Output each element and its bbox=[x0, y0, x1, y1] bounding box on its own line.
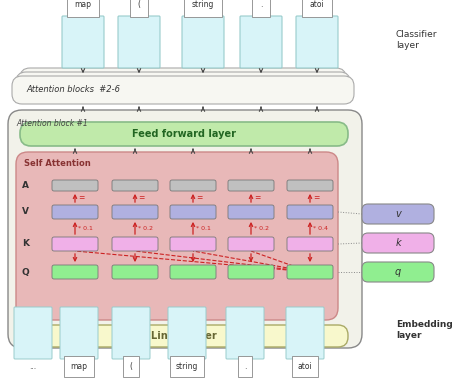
FancyBboxPatch shape bbox=[226, 307, 264, 359]
Text: * 0.2: * 0.2 bbox=[254, 225, 269, 230]
Text: Self Attention: Self Attention bbox=[24, 160, 91, 168]
Text: atoi: atoi bbox=[310, 0, 324, 9]
FancyBboxPatch shape bbox=[16, 72, 350, 100]
Text: map: map bbox=[71, 362, 88, 371]
Text: map: map bbox=[74, 0, 91, 9]
FancyBboxPatch shape bbox=[287, 180, 333, 191]
FancyBboxPatch shape bbox=[112, 180, 158, 191]
FancyBboxPatch shape bbox=[228, 265, 274, 279]
Text: v: v bbox=[395, 209, 401, 219]
Text: Embedding
layer: Embedding layer bbox=[396, 320, 453, 340]
FancyBboxPatch shape bbox=[20, 325, 348, 347]
FancyBboxPatch shape bbox=[62, 16, 104, 68]
FancyBboxPatch shape bbox=[16, 152, 338, 320]
FancyBboxPatch shape bbox=[20, 122, 348, 146]
Text: atoi: atoi bbox=[298, 362, 312, 371]
FancyBboxPatch shape bbox=[60, 307, 98, 359]
Text: k: k bbox=[395, 238, 401, 248]
Text: * 0.2: * 0.2 bbox=[138, 225, 153, 230]
FancyBboxPatch shape bbox=[112, 237, 158, 251]
Text: string: string bbox=[176, 362, 198, 371]
Text: (: ( bbox=[129, 362, 133, 371]
FancyBboxPatch shape bbox=[240, 16, 282, 68]
FancyBboxPatch shape bbox=[8, 110, 362, 348]
Text: ...: ... bbox=[29, 362, 36, 371]
FancyBboxPatch shape bbox=[287, 237, 333, 251]
Text: string: string bbox=[192, 0, 214, 9]
Text: V: V bbox=[22, 207, 29, 216]
Text: Q: Q bbox=[22, 268, 30, 277]
Text: .: . bbox=[244, 362, 246, 371]
Text: =: = bbox=[138, 193, 145, 202]
FancyBboxPatch shape bbox=[287, 205, 333, 219]
Text: (: ( bbox=[137, 0, 140, 9]
FancyBboxPatch shape bbox=[52, 237, 98, 251]
Text: =: = bbox=[313, 193, 319, 202]
FancyBboxPatch shape bbox=[170, 265, 216, 279]
FancyBboxPatch shape bbox=[12, 76, 354, 104]
FancyBboxPatch shape bbox=[287, 265, 333, 279]
FancyBboxPatch shape bbox=[228, 237, 274, 251]
FancyBboxPatch shape bbox=[362, 233, 434, 253]
Text: A: A bbox=[22, 181, 29, 190]
FancyBboxPatch shape bbox=[14, 307, 52, 359]
FancyBboxPatch shape bbox=[296, 16, 338, 68]
Text: Attention blocks  #2-6: Attention blocks #2-6 bbox=[26, 85, 120, 94]
FancyBboxPatch shape bbox=[52, 205, 98, 219]
Text: * 0.1: * 0.1 bbox=[196, 225, 211, 230]
Text: * 0.4: * 0.4 bbox=[313, 225, 328, 230]
Text: Feed forward layer: Feed forward layer bbox=[132, 129, 236, 139]
FancyBboxPatch shape bbox=[52, 180, 98, 191]
FancyBboxPatch shape bbox=[286, 307, 324, 359]
FancyBboxPatch shape bbox=[168, 307, 206, 359]
Text: =: = bbox=[196, 193, 202, 202]
FancyBboxPatch shape bbox=[170, 237, 216, 251]
FancyBboxPatch shape bbox=[112, 205, 158, 219]
Text: =: = bbox=[78, 193, 84, 202]
FancyBboxPatch shape bbox=[170, 180, 216, 191]
FancyBboxPatch shape bbox=[170, 205, 216, 219]
Text: =: = bbox=[254, 193, 260, 202]
FancyBboxPatch shape bbox=[182, 16, 224, 68]
FancyBboxPatch shape bbox=[228, 180, 274, 191]
FancyBboxPatch shape bbox=[112, 307, 150, 359]
Text: * 0.1: * 0.1 bbox=[78, 225, 93, 230]
FancyBboxPatch shape bbox=[52, 265, 98, 279]
Text: Attention block #1: Attention block #1 bbox=[16, 119, 88, 128]
FancyBboxPatch shape bbox=[20, 68, 346, 96]
Text: q: q bbox=[395, 267, 401, 277]
FancyBboxPatch shape bbox=[362, 204, 434, 224]
Text: .: . bbox=[260, 0, 262, 9]
Text: Classifier
layer: Classifier layer bbox=[396, 30, 438, 50]
FancyBboxPatch shape bbox=[112, 265, 158, 279]
FancyBboxPatch shape bbox=[118, 16, 160, 68]
Text: Linear layer: Linear layer bbox=[151, 331, 217, 341]
FancyBboxPatch shape bbox=[228, 205, 274, 219]
FancyBboxPatch shape bbox=[362, 262, 434, 282]
Text: K: K bbox=[22, 239, 29, 248]
